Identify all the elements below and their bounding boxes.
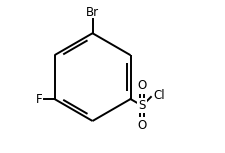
Text: S: S (138, 99, 145, 112)
Text: O: O (137, 79, 146, 92)
Text: F: F (36, 93, 43, 106)
Text: O: O (137, 119, 146, 132)
Text: Cl: Cl (153, 89, 165, 102)
Text: Br: Br (86, 6, 99, 19)
